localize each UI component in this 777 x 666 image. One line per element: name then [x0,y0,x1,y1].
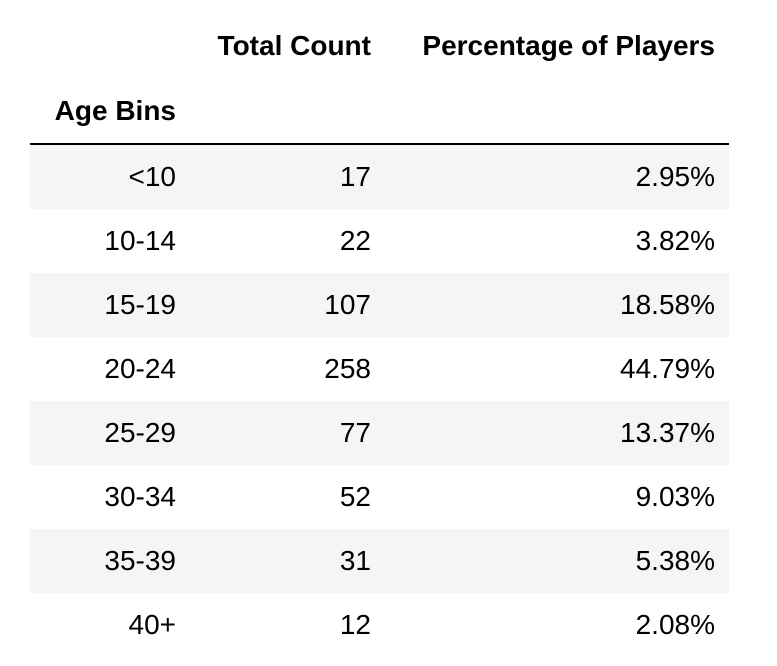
table-row: 20-24 258 44.79% [30,337,729,401]
table-row: 40+ 12 2.08% [30,593,729,657]
row-total-count: 52 [339,481,371,512]
index-name-row: Age Bins [30,78,729,145]
row-percentage: 2.95% [635,161,715,192]
table-row: 30-34 52 9.03% [30,465,729,529]
row-percentage: 3.82% [635,225,715,256]
row-age-bin: 10-14 [104,225,176,256]
column-header-total-count: Total Count [217,30,371,61]
row-total-count: 22 [339,225,371,256]
row-total-count: 107 [324,289,371,320]
age-bins-table: Total Count Percentage of Players Age Bi… [30,14,729,657]
table-row: <10 17 2.95% [30,144,729,209]
row-percentage: 9.03% [635,481,715,512]
table-body: <10 17 2.95% 10-14 22 3.82% 15-19 107 18.58% 20-2… [30,144,729,657]
index-header-blank [30,14,176,78]
row-total-count: 258 [324,353,371,384]
row-age-bin: 35-39 [104,545,176,576]
row-percentage: 5.38% [635,545,715,576]
row-percentage: 2.08% [635,609,715,640]
row-age-bin: <10 [128,161,177,192]
column-header-row: Total Count Percentage of Players [30,14,729,78]
row-age-bin: 25-29 [104,417,176,448]
table-row: 25-29 77 13.37% [30,401,729,465]
row-percentage: 18.58% [620,289,715,320]
row-percentage: 44.79% [620,353,715,384]
row-total-count: 77 [339,417,371,448]
table-row: 15-19 107 18.58% [30,273,729,337]
row-total-count: 17 [339,161,371,192]
index-name-age-bins: Age Bins [30,78,176,145]
row-total-count: 12 [339,609,371,640]
row-age-bin: 30-34 [104,481,176,512]
table-row: 35-39 31 5.38% [30,529,729,593]
row-age-bin: 20-24 [104,353,176,384]
row-percentage: 13.37% [620,417,715,448]
table-row: 10-14 22 3.82% [30,209,729,273]
row-age-bin: 15-19 [104,289,176,320]
row-total-count: 31 [339,545,371,576]
table-header: Total Count Percentage of Players Age Bi… [30,14,729,145]
row-age-bin: 40+ [128,609,177,640]
column-header-percentage: Percentage of Players [422,30,715,61]
